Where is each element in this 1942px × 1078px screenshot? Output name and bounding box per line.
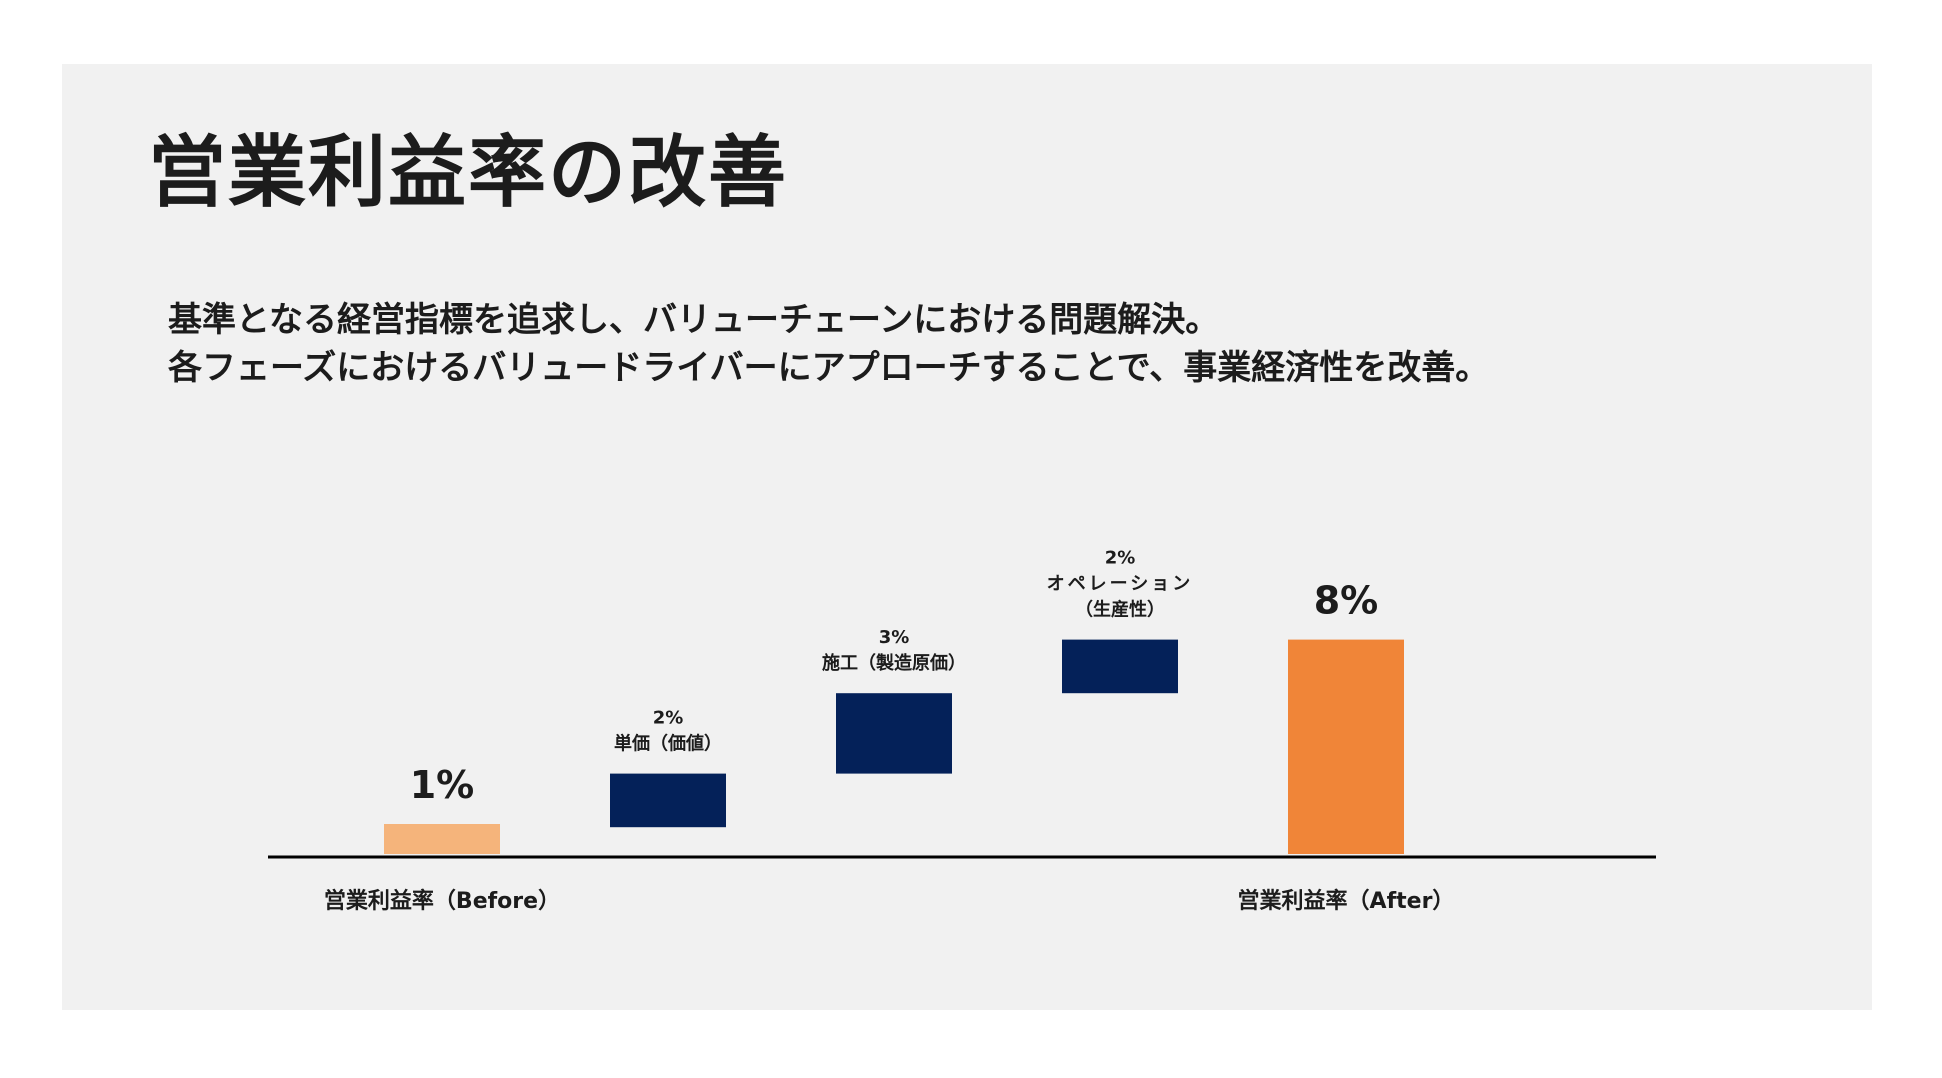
slide-panel: 営業利益率の改善 基準となる経営指標を追求し、バリューチェーンにおける問題解決。… — [62, 64, 1872, 1010]
category-label-3-1: 施工（製造原価） — [822, 652, 966, 674]
bar-3 — [836, 693, 952, 774]
value-label-2: 2% — [653, 708, 684, 729]
page-title: 営業利益率の改善 — [148, 128, 789, 218]
value-label-5: 8% — [1314, 579, 1379, 623]
value-label-3: 3% — [879, 627, 910, 648]
bar-1 — [384, 824, 500, 854]
value-label-4: 2% — [1105, 548, 1136, 569]
subtitle-line-2: 各フェーズにおけるバリュードライバーにアプローチすることで、事業経済性を改善。 — [168, 348, 1490, 388]
bar-2 — [610, 773, 726, 828]
category-label-2-1: 単価（価値） — [614, 733, 722, 755]
category-label-4-2: （生産性） — [1075, 599, 1165, 621]
category-label-4-1: オペレーション — [1047, 574, 1194, 595]
value-label-1: 1% — [410, 763, 475, 807]
subtitle-line-1: 基準となる経営指標を追求し、バリューチェーンにおける問題解決。 — [168, 300, 1220, 340]
bar-5 — [1288, 639, 1404, 854]
axis-label-5: 営業利益率（After） — [1238, 888, 1455, 914]
bar-4 — [1062, 639, 1178, 694]
axis-label-1: 営業利益率（Before） — [324, 888, 560, 914]
subtitle: 基準となる経営指標を追求し、バリューチェーンにおける問題解決。 各フェーズにおけ… — [168, 296, 1489, 392]
